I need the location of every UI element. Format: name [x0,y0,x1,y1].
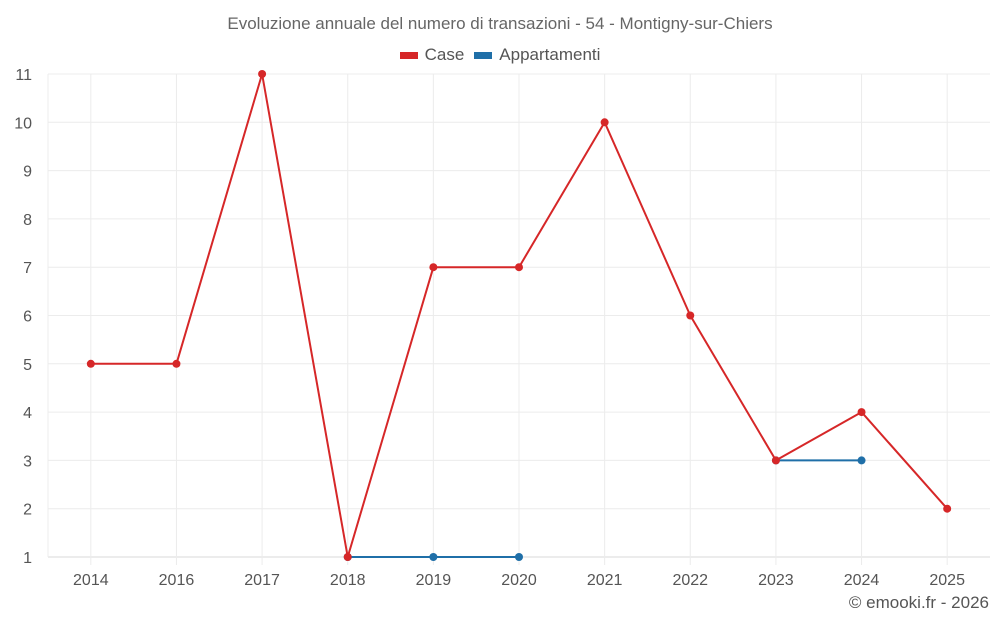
legend-label-case: Case [424,45,465,64]
y-tick-label: 10 [14,115,32,132]
legend-label-appartamenti: Appartamenti [499,45,601,64]
y-tick-label: 6 [23,309,32,326]
data-point-case [600,118,609,127]
legend-item-case[interactable]: Case [399,45,465,65]
x-tick-label: 2016 [159,572,195,589]
x-tick-label: 2024 [844,572,880,589]
x-tick-label: 2025 [929,572,965,589]
legend-swatch-case [399,51,418,59]
data-point-case [429,263,438,272]
x-tick-label: 2014 [73,572,109,589]
legend-swatch-appartamenti [474,51,493,59]
y-tick-label: 8 [23,212,32,229]
data-point-case [771,456,780,465]
x-tick-label: 2022 [672,572,708,589]
x-tick-label: 2019 [416,572,452,589]
y-tick-label: 1 [23,550,32,567]
y-tick-label: 4 [23,405,32,422]
legend: Case Appartamenti [0,45,1000,65]
x-tick-label: 2018 [330,572,366,589]
footer-credit: © emooki.fr - 2026 [848,593,989,612]
x-tick-label: 2021 [587,572,623,589]
data-point-case [172,359,181,368]
y-tick-label: 9 [23,164,32,181]
data-point-case [515,263,523,272]
data-point-case [857,408,866,417]
y-tick-label: 3 [23,453,32,470]
x-tick-label: 2023 [758,572,794,589]
data-point-appartamenti [429,553,438,561]
data-point-case [943,504,952,513]
legend-item-appartamenti[interactable]: Appartamenti [474,45,600,65]
y-tick-label: 5 [23,357,32,374]
x-tick-label: 2020 [501,572,537,589]
data-point-appartamenti [857,456,866,465]
data-point-case [258,70,267,78]
data-point-case [343,553,352,561]
data-point-appartamenti [515,553,523,561]
chart-title: Evoluzione annuale del numero di transaz… [227,14,773,33]
data-point-case [86,359,95,368]
y-tick-label: 11 [15,67,32,84]
x-tick-label: 2017 [244,572,280,589]
y-tick-label: 2 [23,502,32,519]
data-point-case [686,311,695,320]
y-tick-label: 7 [23,260,32,277]
